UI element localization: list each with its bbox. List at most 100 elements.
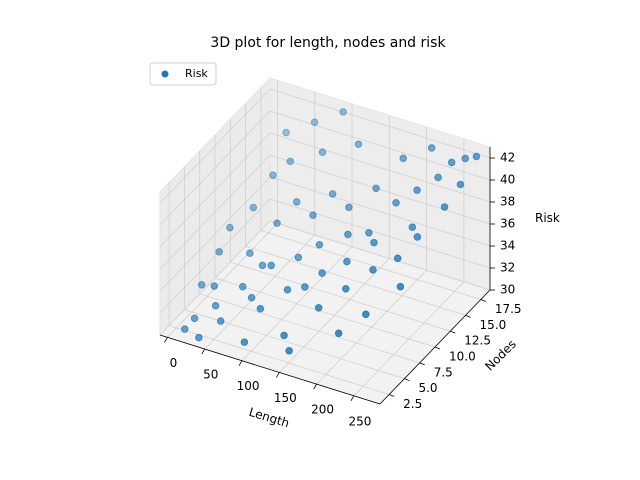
tick-mark bbox=[164, 337, 168, 343]
legend-box bbox=[149, 62, 217, 86]
grid-line bbox=[159, 154, 271, 270]
grid-line bbox=[159, 132, 271, 248]
z-axis-label: Risk bbox=[535, 211, 560, 225]
data-point bbox=[392, 198, 400, 207]
data-point bbox=[365, 228, 373, 237]
data-point bbox=[269, 171, 277, 179]
data-point bbox=[345, 203, 353, 212]
grid-line bbox=[159, 220, 271, 336]
data-point bbox=[285, 346, 293, 355]
z-tick-label: 42 bbox=[500, 151, 515, 165]
data-point bbox=[267, 261, 276, 270]
data-point bbox=[216, 317, 225, 325]
data-point bbox=[399, 154, 408, 163]
y-tick-label: 10.0 bbox=[449, 350, 476, 364]
data-point bbox=[226, 223, 234, 232]
data-point bbox=[249, 203, 258, 212]
z-tick-label: 40 bbox=[500, 173, 515, 187]
data-point bbox=[315, 240, 324, 249]
z-tick-label: 30 bbox=[500, 283, 515, 297]
z-tick-label: 32 bbox=[500, 261, 515, 275]
data-point bbox=[472, 152, 481, 161]
data-point bbox=[370, 238, 378, 247]
grid-line bbox=[269, 176, 491, 247]
y-tick-label: 5.0 bbox=[418, 381, 437, 395]
tick-mark bbox=[404, 378, 410, 382]
data-point bbox=[344, 230, 352, 239]
y-tick-label: 2.5 bbox=[403, 397, 422, 411]
data-point bbox=[210, 282, 219, 290]
data-point bbox=[354, 140, 363, 149]
data-point bbox=[328, 190, 337, 198]
x-tick-label: 50 bbox=[203, 368, 218, 382]
tick-mark bbox=[465, 314, 471, 318]
y-tick-label: 17.5 bbox=[495, 302, 522, 316]
grid-line bbox=[260, 230, 481, 300]
tick-mark bbox=[389, 394, 395, 397]
data-point bbox=[283, 285, 292, 294]
z-tick-label: 34 bbox=[500, 239, 515, 253]
grid-line bbox=[159, 198, 271, 314]
data-point bbox=[339, 108, 347, 116]
data-point bbox=[256, 304, 265, 313]
grid-line bbox=[159, 110, 271, 226]
y-tick-label: 15.0 bbox=[480, 318, 507, 332]
grid-line bbox=[230, 261, 451, 332]
z-tick-label: 36 bbox=[500, 217, 515, 231]
data-point bbox=[273, 219, 281, 228]
data-point bbox=[180, 325, 189, 333]
data-point bbox=[280, 331, 288, 340]
legend-label: Risk bbox=[185, 67, 208, 80]
tick-mark bbox=[350, 395, 355, 402]
data-point bbox=[413, 233, 422, 241]
y-axis bbox=[379, 289, 491, 405]
x-tick-label: 250 bbox=[348, 414, 371, 428]
data-point bbox=[456, 180, 465, 189]
grid-line bbox=[269, 198, 491, 269]
data-point bbox=[195, 333, 203, 342]
grid-line bbox=[269, 88, 491, 159]
data-point bbox=[286, 157, 295, 166]
data-point bbox=[393, 254, 402, 263]
grid-line bbox=[269, 132, 491, 203]
data-point bbox=[215, 248, 223, 256]
data-point bbox=[318, 269, 326, 277]
x-axis bbox=[159, 334, 381, 405]
data-point bbox=[427, 144, 436, 152]
data-point bbox=[318, 148, 327, 157]
data-point bbox=[434, 173, 442, 182]
grid-line bbox=[159, 176, 271, 292]
tick-mark bbox=[419, 362, 425, 366]
data-point bbox=[369, 265, 377, 274]
data-point bbox=[282, 128, 290, 137]
data-point bbox=[301, 283, 309, 291]
grid-line bbox=[269, 110, 491, 181]
data-point bbox=[342, 284, 350, 293]
data-point bbox=[309, 211, 317, 220]
tick-mark bbox=[313, 383, 317, 390]
grid-line bbox=[214, 277, 436, 348]
grid-line bbox=[269, 220, 491, 291]
grid-line bbox=[245, 245, 466, 316]
data-point bbox=[294, 253, 303, 262]
grid-line bbox=[269, 154, 491, 225]
tick-mark bbox=[238, 360, 243, 366]
data-point bbox=[343, 257, 351, 266]
chart-title: 3D plot for length, nodes and risk bbox=[210, 35, 446, 51]
data-point bbox=[238, 282, 247, 291]
y-tick-label: 12.5 bbox=[464, 334, 491, 348]
tick-mark bbox=[275, 372, 280, 378]
tick-mark bbox=[201, 348, 206, 355]
data-point bbox=[314, 303, 323, 312]
data-point bbox=[247, 293, 256, 302]
data-point bbox=[246, 249, 254, 257]
data-point bbox=[440, 203, 449, 211]
data-point bbox=[292, 198, 301, 206]
data-point bbox=[310, 118, 319, 127]
y-tick-label: 7.5 bbox=[434, 365, 453, 379]
legend-marker bbox=[161, 70, 169, 78]
grid-line bbox=[159, 88, 271, 204]
tick-mark bbox=[480, 299, 486, 302]
data-point bbox=[190, 314, 199, 323]
